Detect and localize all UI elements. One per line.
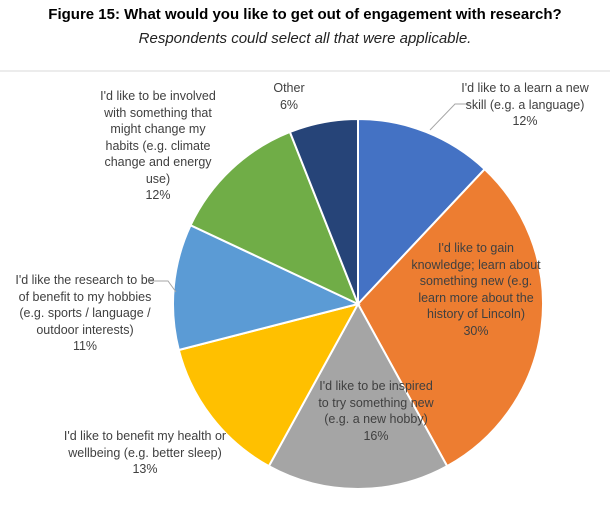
pie-slice bbox=[357, 117, 487, 307]
value-label: 16% bbox=[363, 428, 389, 443]
pie-slice bbox=[189, 130, 360, 306]
slices bbox=[172, 117, 544, 490]
category-label: I'd like to benefit my health or wellbei… bbox=[63, 429, 227, 460]
category-label: I'd like to gain knowledge; learn about … bbox=[411, 241, 541, 321]
data-label: I'd like to benefit my health or wellbei… bbox=[60, 428, 230, 478]
leader-line bbox=[150, 280, 177, 293]
data-label: I'd like to be involved with something t… bbox=[93, 88, 223, 204]
value-label: 11% bbox=[72, 339, 98, 353]
leader-line bbox=[429, 103, 470, 131]
value-label: 13% bbox=[132, 462, 158, 476]
data-label: I'd like to be inspired to try something… bbox=[317, 378, 435, 444]
pie-slice bbox=[172, 223, 361, 352]
data-label: Other 6% bbox=[259, 80, 319, 113]
pie-slice bbox=[267, 301, 449, 490]
category-label: I'd like the research to be of benefit t… bbox=[15, 273, 155, 337]
value-label: 6% bbox=[279, 97, 299, 112]
data-label: I'd like to gain knowledge; learn about … bbox=[406, 240, 546, 339]
data-label: I'd like the research to be of benefit t… bbox=[10, 272, 160, 355]
chart-title: Figure 15: What would you like to get ou… bbox=[48, 6, 562, 23]
pie-slice bbox=[177, 302, 360, 468]
value-label: 30% bbox=[463, 323, 489, 338]
category-label: I'd like to be inspired to try something… bbox=[318, 379, 434, 426]
value-label: 12% bbox=[512, 114, 538, 128]
category-label: I'd like to be involved with something t… bbox=[100, 89, 216, 186]
category-label: Other bbox=[273, 81, 305, 95]
category-label: I'd like to a learn a new skill (e.g. a … bbox=[461, 81, 589, 112]
pie-slice bbox=[288, 117, 359, 305]
data-label: I'd like to a learn a new skill (e.g. a … bbox=[455, 80, 595, 130]
pie-slice bbox=[356, 167, 544, 468]
value-label: 12% bbox=[145, 188, 171, 202]
chart-subtitle: Respondents could select all that were a… bbox=[138, 30, 472, 47]
